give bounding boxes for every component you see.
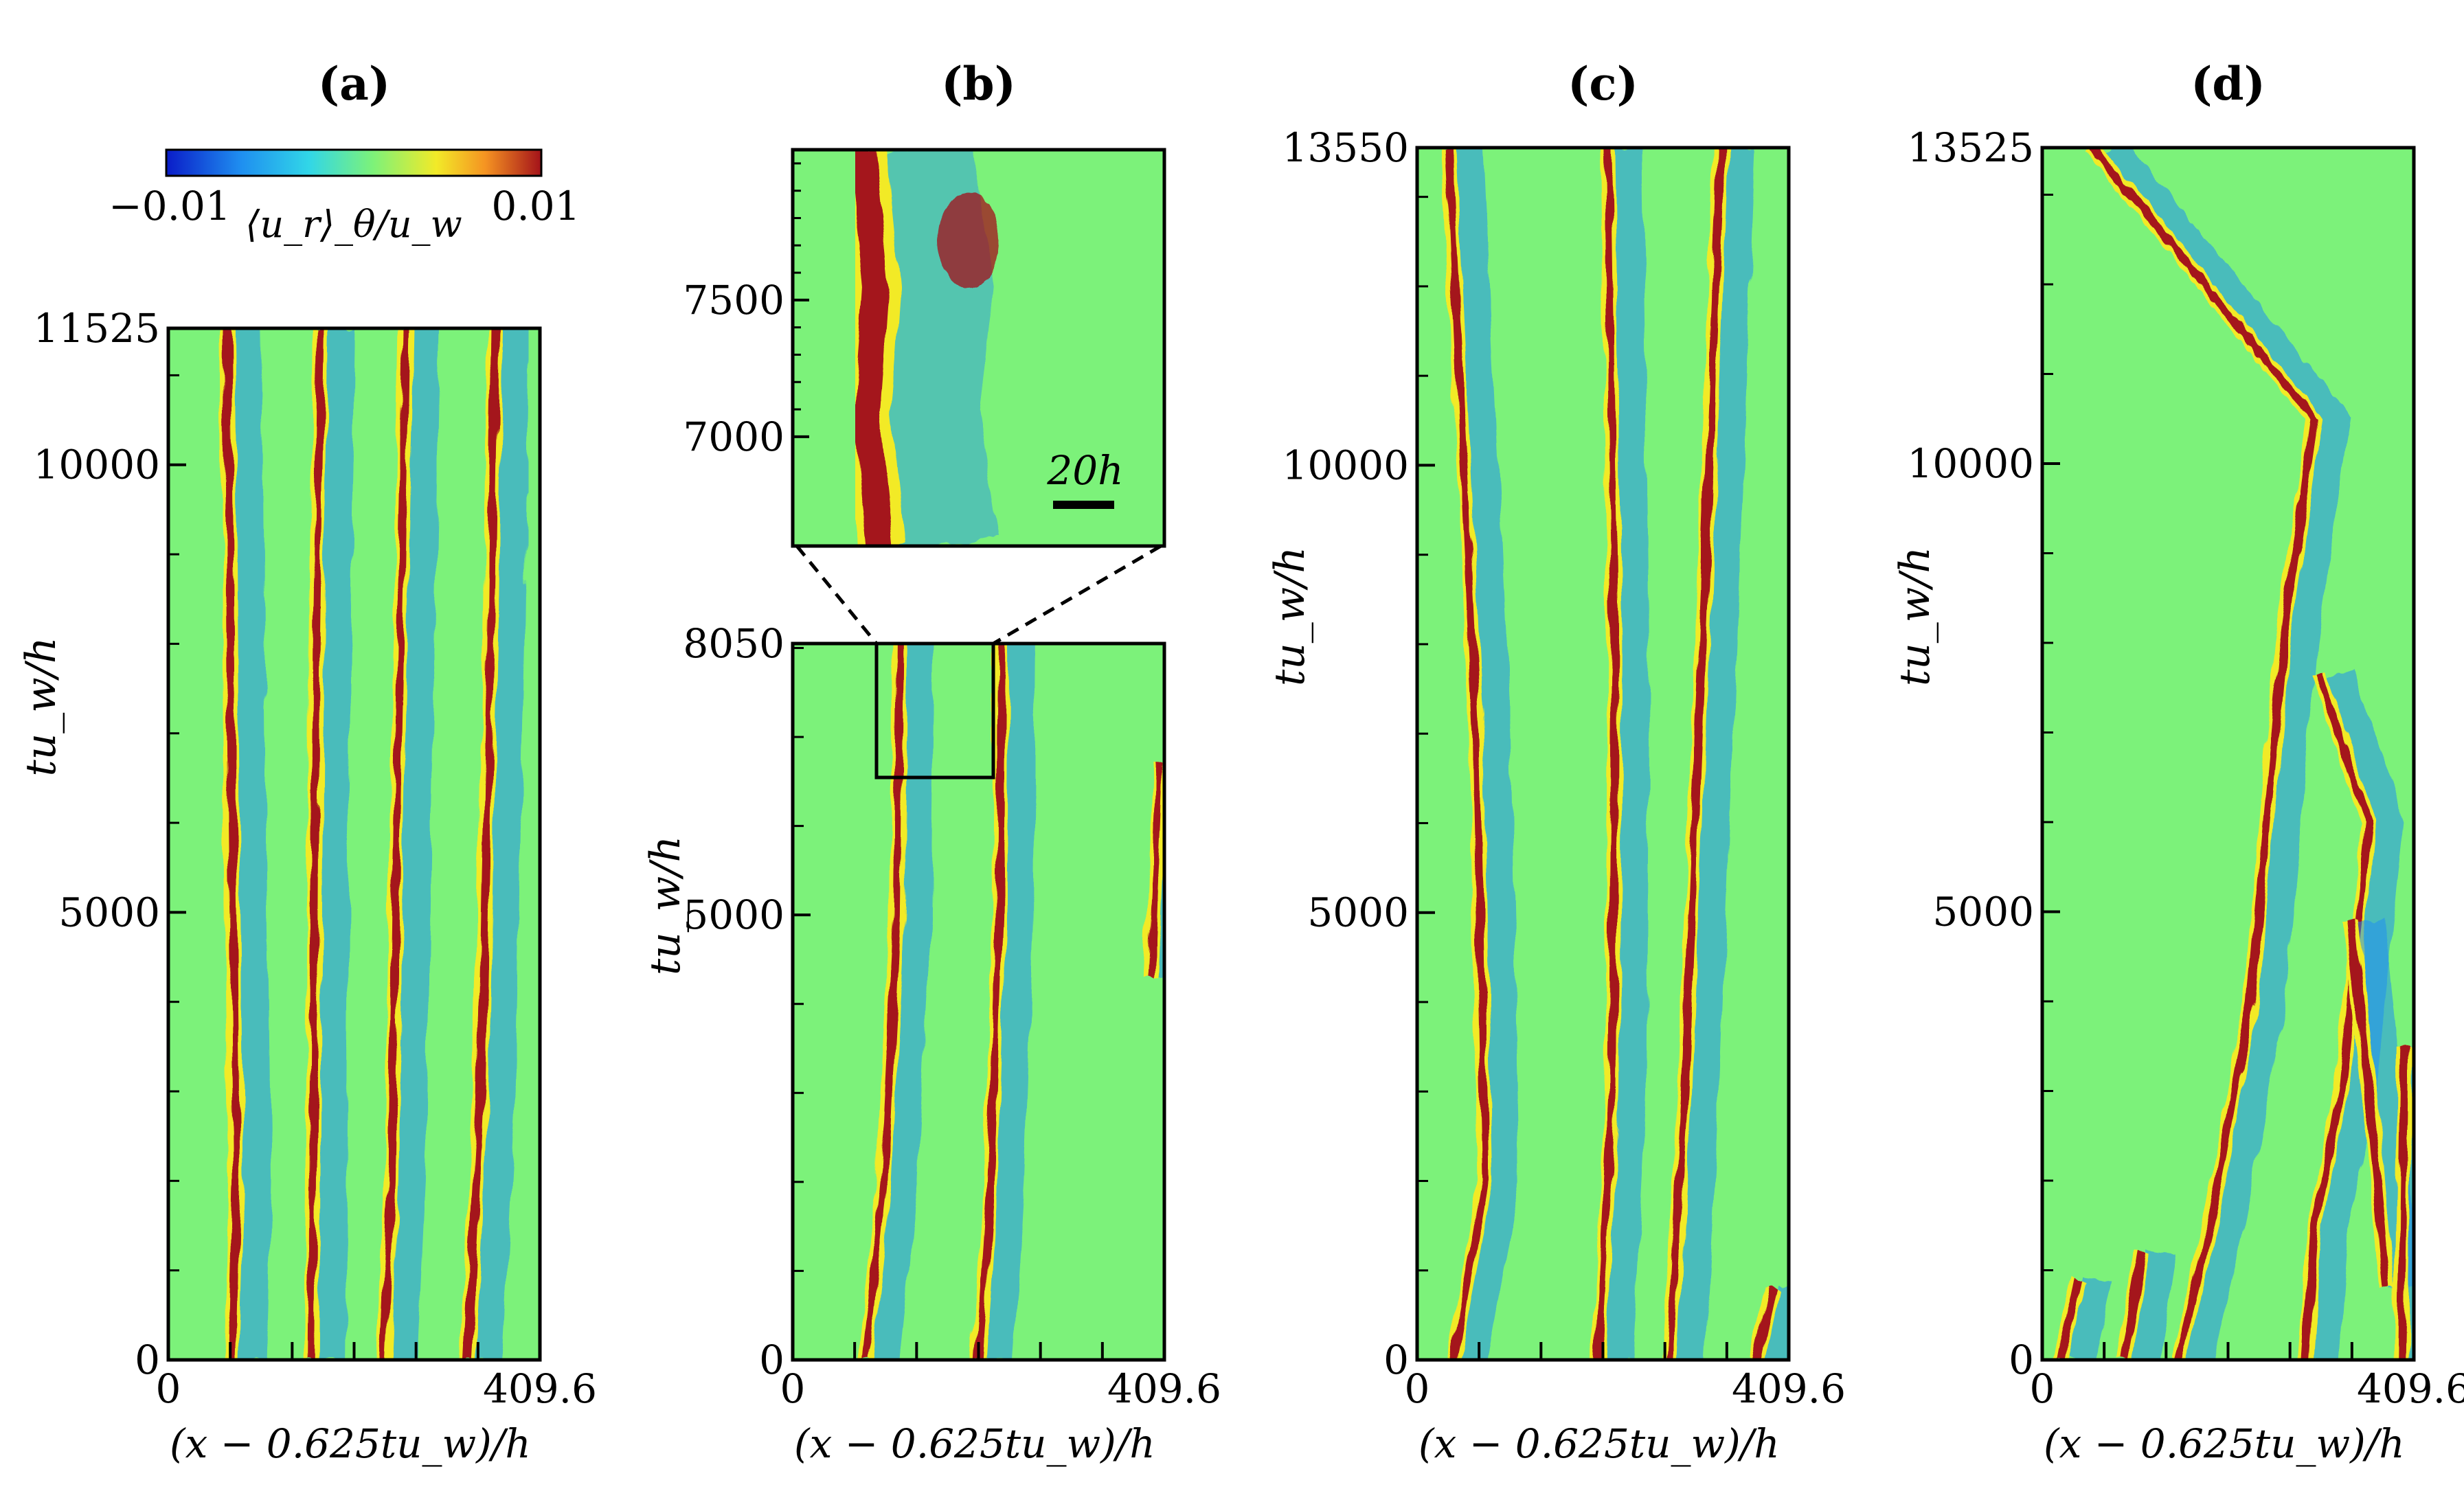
inset-front: [838, 150, 999, 546]
colorbar: −0.01 0.01 ⟨u_r⟩_θ/u_w: [109, 148, 580, 246]
front-wake: [2099, 148, 2350, 1360]
front-wake: [1453, 148, 1520, 1360]
x-axis-label: (x − 0.625tu_w)/h: [2044, 1420, 2405, 1467]
front-line: [1753, 1287, 1777, 1360]
inset-spot: [938, 192, 999, 288]
x-axis-label: (x − 0.625tu_w)/h: [170, 1420, 531, 1467]
inset-wake: [855, 150, 999, 546]
zoom-connector-right: [992, 544, 1162, 646]
front-line: [1665, 148, 1725, 1360]
front-wake: [2064, 1275, 2113, 1360]
front-line: [1147, 763, 1164, 978]
colorbar-min-label: −0.01: [109, 183, 231, 229]
front-wake: [1673, 148, 1756, 1360]
panel-title: (c): [1568, 57, 1638, 111]
x-tick-label: 409.6: [1107, 1365, 1221, 1412]
front-line: [223, 328, 240, 1360]
y-tick-label: 10000: [1907, 440, 2034, 487]
front-line: [2089, 148, 2318, 1360]
y-tick-label: 13525: [1907, 124, 2034, 171]
colorbar-gradient: [165, 148, 543, 177]
y-axis-label: tu_w/h: [642, 836, 690, 975]
front-line: [379, 328, 410, 1360]
front-line: [2120, 1251, 2146, 1360]
panel-a: (a) 0 5000 10000 11525 0 409.6 (x − 0.625tu_w)/…: [17, 57, 597, 1467]
panel-title: (b): [941, 57, 1016, 111]
x-tick-label: 0: [780, 1365, 806, 1412]
panels: (a) 0 5000 10000 11525 0 409.6 (x − 0.625tu_w)/…: [17, 57, 2464, 1467]
front-line: [308, 328, 325, 1360]
x-tick-label: 409.6: [2357, 1365, 2464, 1412]
inset: 7000 7500 20h: [683, 148, 1166, 780]
front-wake: [982, 644, 1036, 1360]
panel-title: (a): [318, 57, 390, 111]
front-wake: [231, 328, 271, 1360]
front-line: [975, 644, 1006, 1360]
y-tick-label: 10000: [1282, 442, 1409, 488]
x-axis-label: (x − 0.625tu_w)/h: [1419, 1420, 1780, 1467]
front-line: [2057, 1278, 2083, 1360]
x-tick-label: 0: [156, 1365, 181, 1412]
fronts: [219, 328, 530, 1360]
front-wake: [1761, 1285, 1789, 1360]
front-wake: [387, 328, 440, 1360]
y-axis-label: tu_w/h: [1891, 547, 1939, 686]
x-tick-label: 0: [2030, 1365, 2055, 1412]
front-line: [2301, 672, 2373, 1360]
x-tick-label: 409.6: [1732, 1365, 1846, 1412]
inset-frame: [791, 148, 1166, 548]
y-tick-label: 5000: [1307, 889, 1409, 936]
front-wake: [869, 644, 934, 1360]
y-tick-label: 5000: [683, 891, 784, 938]
y-tick-label: 0: [759, 1337, 784, 1383]
front-line: [2397, 1046, 2409, 1360]
panel-c: (c) 0 5000 10000 13550 0 409.6 (x − 0.625tu_w)/…: [1266, 57, 1846, 1467]
y-axis-label: tu_w/h: [17, 637, 65, 777]
front-line: [1445, 148, 1489, 1360]
front-line: [2347, 920, 2391, 1289]
fronts: [2053, 148, 2414, 1360]
front-line: [861, 644, 904, 1360]
front-wake: [1603, 148, 1649, 1360]
fronts: [857, 644, 1164, 1360]
y-tick-label: 0: [135, 1337, 160, 1383]
panel-b: (b) 0 5000 8050 0 409.6 (x − 0.625tu_w)/h tu_w/…: [642, 57, 1221, 1467]
y-axis-label: tu_w/h: [1266, 547, 1314, 686]
y-tick-label: 13550: [1282, 124, 1409, 171]
colorbar-max-label: 0.01: [491, 183, 580, 229]
zoom-connector-left: [795, 545, 878, 645]
fronts: [1441, 148, 1789, 1360]
y-tick-label: 0: [1383, 1337, 1409, 1383]
front-wake: [471, 328, 530, 1360]
panel-title: (d): [2191, 57, 2265, 111]
y-tick-label: 0: [2009, 1337, 2034, 1383]
y-tick-label: 5000: [58, 889, 160, 935]
panel-d: (d) 0 5000 10000 13525 0 409.6 (x − 0.625tu_w)/…: [1891, 57, 2464, 1467]
inset-y-tick-label: 7500: [683, 277, 784, 323]
front-wake: [2404, 1045, 2414, 1360]
front-wake: [2128, 1249, 2176, 1360]
inset-y-tick-label: 7000: [683, 413, 784, 460]
y-tick-label: 8050: [683, 620, 784, 667]
colorbar-label: ⟨u_r⟩_θ/u_w: [245, 203, 462, 246]
front-wake: [1155, 762, 1164, 977]
x-tick-label: 409.6: [483, 1365, 597, 1412]
inset-front-line: [849, 150, 894, 546]
y-tick-label: 11525: [33, 305, 160, 352]
x-tick-label: 0: [1405, 1365, 1430, 1412]
zoom-box: [874, 641, 995, 780]
front-line: [1594, 148, 1619, 1360]
front-wake: [2309, 669, 2404, 1360]
plot-background: [793, 644, 1164, 1360]
y-tick-label: 10000: [33, 442, 160, 488]
scale-bar-label: 20h: [1046, 447, 1123, 494]
front-line: [464, 328, 499, 1360]
x-axis-label: (x − 0.625tu_w)/h: [794, 1420, 1155, 1467]
front-wake: [315, 328, 355, 1360]
y-tick-label: 5000: [1932, 889, 2034, 935]
